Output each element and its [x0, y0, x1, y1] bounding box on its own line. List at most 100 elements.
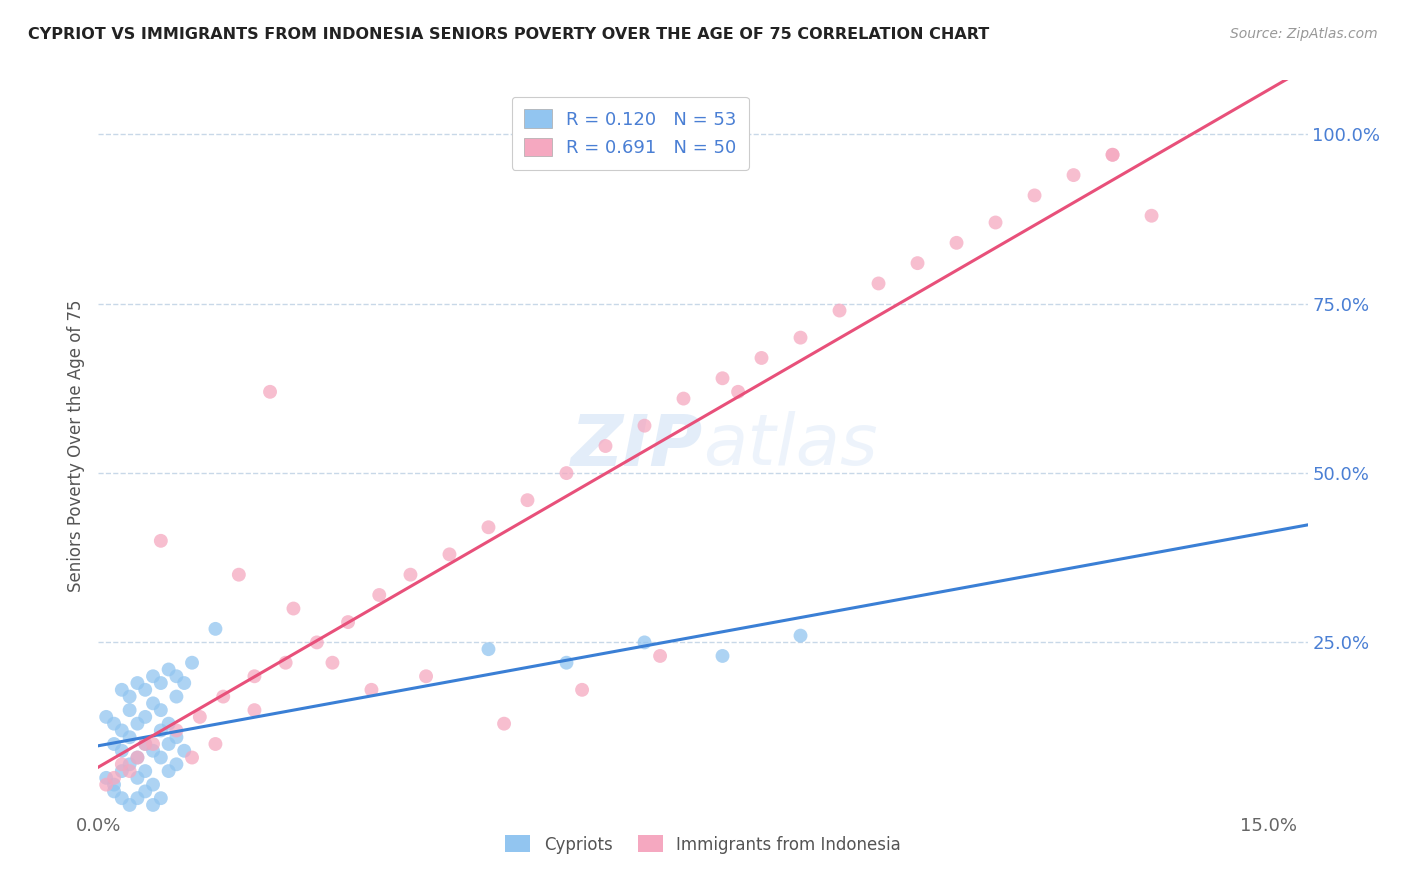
- Point: [321, 656, 343, 670]
- Point: [157, 737, 180, 751]
- Point: [1101, 148, 1123, 162]
- Point: [368, 588, 391, 602]
- Point: [134, 682, 156, 697]
- Point: [149, 703, 172, 717]
- Point: [415, 669, 437, 683]
- Point: [212, 690, 235, 704]
- Point: [360, 682, 382, 697]
- Point: [127, 791, 149, 805]
- Point: [181, 656, 204, 670]
- Point: [648, 648, 671, 663]
- Point: [103, 778, 125, 792]
- Point: [165, 723, 187, 738]
- Point: [305, 635, 328, 649]
- Point: [134, 737, 156, 751]
- Point: [283, 601, 305, 615]
- Point: [142, 737, 165, 751]
- Point: [243, 669, 266, 683]
- Point: [945, 235, 967, 250]
- Text: Source: ZipAtlas.com: Source: ZipAtlas.com: [1230, 27, 1378, 41]
- Point: [142, 778, 165, 792]
- Point: [127, 750, 149, 764]
- Point: [149, 533, 172, 548]
- Legend: Cypriots, Immigrants from Indonesia: Cypriots, Immigrants from Indonesia: [498, 827, 908, 862]
- Point: [1140, 209, 1163, 223]
- Point: [555, 656, 578, 670]
- Point: [103, 716, 125, 731]
- Point: [142, 669, 165, 683]
- Point: [868, 277, 890, 291]
- Point: [103, 771, 125, 785]
- Point: [711, 371, 734, 385]
- Point: [134, 737, 156, 751]
- Point: [672, 392, 695, 406]
- Point: [111, 757, 134, 772]
- Point: [127, 750, 149, 764]
- Point: [1101, 148, 1123, 162]
- Point: [118, 690, 141, 704]
- Point: [399, 567, 422, 582]
- Point: [96, 778, 118, 792]
- Point: [984, 215, 1007, 229]
- Point: [118, 797, 141, 812]
- Point: [118, 764, 141, 778]
- Y-axis label: Seniors Poverty Over the Age of 75: Seniors Poverty Over the Age of 75: [66, 300, 84, 592]
- Point: [711, 648, 734, 663]
- Point: [142, 744, 165, 758]
- Point: [204, 622, 226, 636]
- Point: [571, 682, 593, 697]
- Point: [134, 710, 156, 724]
- Point: [127, 676, 149, 690]
- Point: [96, 771, 118, 785]
- Point: [165, 690, 187, 704]
- Point: [111, 764, 134, 778]
- Text: atlas: atlas: [703, 411, 877, 481]
- Point: [1063, 168, 1085, 182]
- Point: [96, 710, 118, 724]
- Point: [789, 629, 811, 643]
- Point: [111, 723, 134, 738]
- Point: [633, 418, 655, 433]
- Point: [111, 791, 134, 805]
- Point: [127, 771, 149, 785]
- Point: [165, 730, 187, 744]
- Point: [149, 676, 172, 690]
- Point: [118, 703, 141, 717]
- Point: [165, 757, 187, 772]
- Point: [633, 635, 655, 649]
- Point: [274, 656, 297, 670]
- Point: [157, 716, 180, 731]
- Point: [157, 764, 180, 778]
- Point: [439, 547, 461, 561]
- Point: [149, 750, 172, 764]
- Point: [149, 791, 172, 805]
- Point: [477, 520, 499, 534]
- Point: [103, 784, 125, 798]
- Text: CYPRIOT VS IMMIGRANTS FROM INDONESIA SENIORS POVERTY OVER THE AGE OF 75 CORRELAT: CYPRIOT VS IMMIGRANTS FROM INDONESIA SEN…: [28, 27, 990, 42]
- Point: [157, 663, 180, 677]
- Point: [165, 669, 187, 683]
- Point: [727, 384, 749, 399]
- Point: [228, 567, 250, 582]
- Point: [134, 764, 156, 778]
- Point: [828, 303, 851, 318]
- Point: [111, 744, 134, 758]
- Point: [907, 256, 929, 270]
- Point: [1024, 188, 1046, 202]
- Point: [173, 744, 195, 758]
- Point: [134, 784, 156, 798]
- Text: ZIP: ZIP: [571, 411, 703, 481]
- Point: [595, 439, 617, 453]
- Point: [127, 716, 149, 731]
- Point: [111, 682, 134, 697]
- Point: [103, 737, 125, 751]
- Point: [751, 351, 773, 365]
- Point: [337, 615, 360, 629]
- Point: [555, 466, 578, 480]
- Point: [149, 723, 172, 738]
- Point: [173, 676, 195, 690]
- Point: [243, 703, 266, 717]
- Point: [477, 642, 499, 657]
- Point: [142, 797, 165, 812]
- Point: [204, 737, 226, 751]
